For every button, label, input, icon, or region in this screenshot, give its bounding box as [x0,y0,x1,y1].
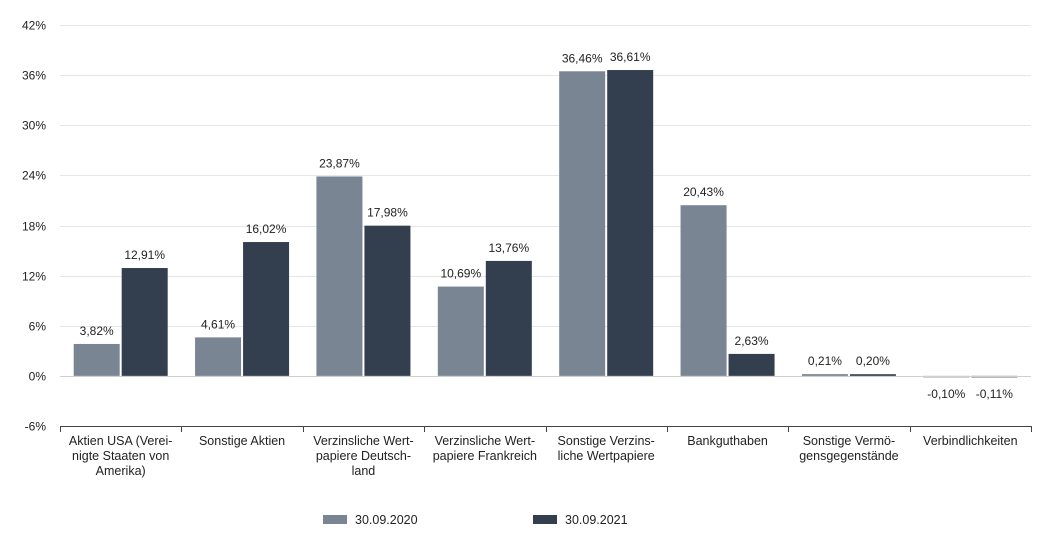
bar [437,286,484,376]
y-tick-label: 24% [22,169,46,183]
category-label: Sonstige Aktien [199,434,285,448]
bar [559,71,606,376]
bar [316,176,363,376]
bar [801,374,848,376]
y-tick-label: 12% [22,270,46,284]
bar [680,205,727,376]
category-label: papiere Deutsch- [316,449,411,463]
gridlines [60,25,1031,427]
legend-swatch [323,515,347,524]
category-label: nigte Staaten von [72,449,169,463]
category-label: Verzinsliche Wert- [313,434,414,448]
data-label: 3,82% [80,324,114,338]
category-label: Verzinsliche Wert- [435,434,536,448]
bar [243,242,290,376]
data-label: -0,10% [927,387,965,401]
bar [607,70,654,376]
bars [73,70,1018,378]
legend-label: 30.09.2021 [565,513,628,527]
data-label: 10,69% [440,267,481,281]
x-axis [60,376,1032,432]
bar [728,353,775,376]
data-label: 16,02% [246,222,287,236]
bar [195,337,242,376]
category-label: Bankguthaben [687,434,768,448]
data-label: 0,20% [856,354,890,368]
y-tick-label: 18% [22,220,46,234]
data-label: 23,87% [319,156,360,170]
bar [364,225,411,376]
data-label: 13,76% [488,241,529,255]
legend: 30.09.2020 30.09.2021 [323,513,628,527]
category-label: gensgegenstände [799,449,898,463]
category-label: Sonstige Verzins- [558,434,655,448]
y-axis-ticks: -6% 0% 6% 12% 18% 24% 30% 36% 42% [22,19,46,434]
data-labels: 3,82% 12,91% 4,61% 16,02% 23,87% 17,98% 10,69%… [80,50,1014,401]
bar [485,260,532,376]
y-tick-label: 30% [22,119,46,133]
data-label: 36,46% [562,51,603,65]
category-label: Amerika) [96,464,146,478]
data-label: -0,11% [976,387,1013,401]
data-label: 12,91% [124,248,165,262]
data-label: 20,43% [683,185,724,199]
bar [849,374,896,376]
data-label: 2,63% [735,334,769,348]
category-labels: Aktien USA (Verei-nigte Staaten vonAmeri… [69,434,1018,478]
y-tick-label: 0% [29,370,47,384]
bar [73,343,120,376]
bar [121,268,168,376]
data-label: 36,61% [610,50,651,64]
data-label: 4,61% [201,317,235,331]
category-label: liche Wertpapiere [558,449,655,463]
category-label: papiere Frankreich [433,449,537,463]
y-tick-label: -6% [25,420,47,434]
y-tick-label: 6% [29,320,47,334]
category-label: Sonstige Vermö- [803,434,895,448]
category-label: Aktien USA (Verei- [69,434,173,448]
y-tick-label: 36% [22,69,46,83]
legend-label: 30.09.2020 [355,513,418,527]
category-label: land [352,464,376,478]
legend-swatch [533,515,557,524]
category-label: Verbindlichkeiten [923,434,1018,448]
data-label: 17,98% [367,206,408,220]
data-label: 0,21% [808,354,842,368]
y-tick-label: 42% [22,19,46,33]
